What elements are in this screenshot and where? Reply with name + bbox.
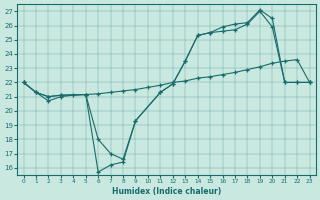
X-axis label: Humidex (Indice chaleur): Humidex (Indice chaleur) — [112, 187, 221, 196]
